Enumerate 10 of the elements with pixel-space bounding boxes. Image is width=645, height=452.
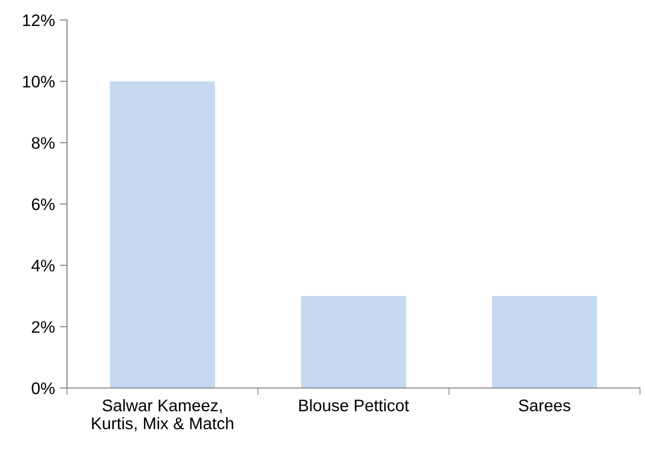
- y-tick-label: 12%: [23, 14, 55, 26]
- y-tick-label: 10%: [23, 76, 55, 88]
- y-tick-label: 0%: [32, 382, 55, 394]
- y-tick-label: 6%: [32, 198, 55, 210]
- x-tick-label: Sarees: [518, 400, 570, 412]
- y-tick-label: 8%: [32, 137, 55, 149]
- y-tick-label: 2%: [32, 321, 55, 333]
- x-tick-label: Salwar Kameez, Kurtis, Mix & Match: [92, 399, 234, 432]
- x-tick-label: Blouse Petticot: [299, 399, 409, 412]
- y-tick-label: 4%: [31, 260, 55, 272]
